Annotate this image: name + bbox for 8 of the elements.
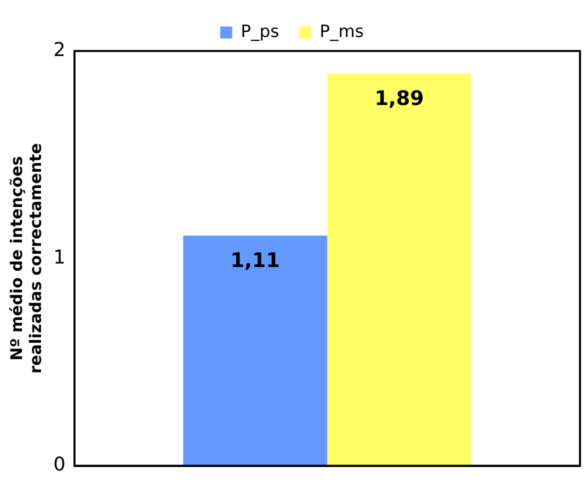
y-tick-label: 2 [53,38,66,61]
data-label: 1,89 [374,86,424,110]
data-label: 1,11 [230,248,280,272]
y-axis-title: Nº médio de intenções realizadas correctamente [6,143,45,374]
legend-label: P_ps [240,22,280,42]
y-tick-label: 0 [53,454,66,476]
legend-label: P_ms [320,22,364,42]
y-tick-label: 1 [53,246,66,268]
